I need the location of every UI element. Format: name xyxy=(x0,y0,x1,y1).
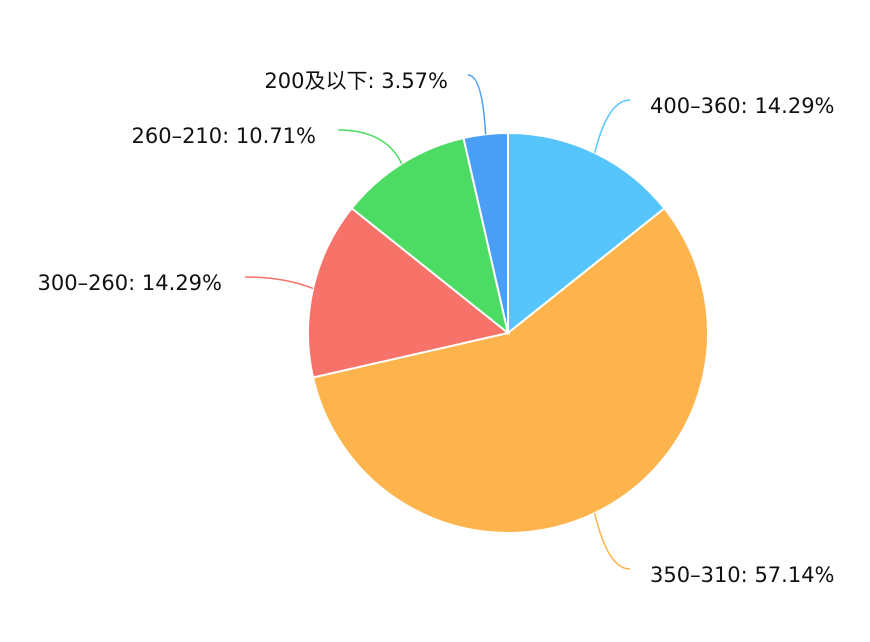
value-label: 10.71% xyxy=(236,124,316,148)
category-label: 200及以下 xyxy=(264,69,367,93)
leader-line xyxy=(337,129,403,164)
value-label: 14.29% xyxy=(142,271,222,295)
slice-label: 350–310: 57.14% xyxy=(650,563,835,587)
label-separator: : xyxy=(368,69,382,93)
slice-label: 200及以下: 3.57% xyxy=(264,69,448,93)
category-label: 300–260 xyxy=(37,271,128,295)
category-label: 400–360 xyxy=(650,94,741,118)
slice-label: 400–360: 14.29% xyxy=(650,94,835,118)
slice-label: 300–260: 14.29% xyxy=(37,271,222,295)
category-label: 350–310 xyxy=(650,563,741,587)
slice-label: 260–210: 10.71% xyxy=(131,124,316,148)
label-separator: : xyxy=(128,271,142,295)
value-label: 57.14% xyxy=(754,563,834,587)
value-label: 3.57% xyxy=(381,69,448,93)
leader-line xyxy=(467,74,487,135)
label-separator: : xyxy=(741,94,755,118)
label-separator: : xyxy=(741,563,755,587)
leader-line xyxy=(244,276,314,290)
value-label: 14.29% xyxy=(754,94,834,118)
leader-line xyxy=(594,99,631,153)
category-label: 260–210 xyxy=(131,124,222,148)
leader-line xyxy=(594,513,631,570)
label-separator: : xyxy=(222,124,236,148)
pie-slice xyxy=(311,206,709,534)
